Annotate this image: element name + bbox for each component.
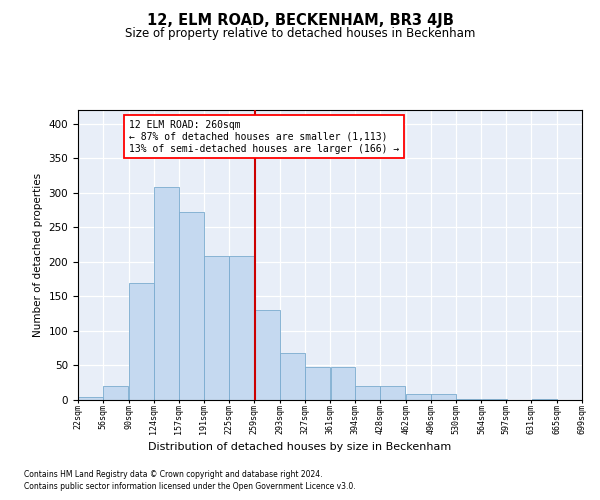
Y-axis label: Number of detached properties: Number of detached properties bbox=[33, 173, 43, 337]
Bar bbox=[582, 398, 600, 400]
Bar bbox=[532, 398, 557, 400]
Bar bbox=[355, 386, 380, 400]
Bar bbox=[78, 396, 103, 400]
Bar bbox=[103, 386, 128, 400]
Text: 12 ELM ROAD: 260sqm
← 87% of detached houses are smaller (1,113)
13% of semi-det: 12 ELM ROAD: 260sqm ← 87% of detached ho… bbox=[128, 120, 399, 154]
Text: Size of property relative to detached houses in Beckenham: Size of property relative to detached ho… bbox=[125, 28, 475, 40]
Bar bbox=[154, 188, 179, 400]
Bar bbox=[280, 353, 305, 400]
Bar bbox=[204, 256, 229, 400]
Bar bbox=[179, 212, 203, 400]
Text: Contains HM Land Registry data © Crown copyright and database right 2024.: Contains HM Land Registry data © Crown c… bbox=[24, 470, 323, 479]
Bar bbox=[457, 398, 481, 400]
Text: Distribution of detached houses by size in Beckenham: Distribution of detached houses by size … bbox=[148, 442, 452, 452]
Bar bbox=[482, 398, 506, 400]
Bar bbox=[229, 256, 254, 400]
Text: 12, ELM ROAD, BECKENHAM, BR3 4JB: 12, ELM ROAD, BECKENHAM, BR3 4JB bbox=[146, 12, 454, 28]
Bar bbox=[254, 310, 280, 400]
Bar bbox=[129, 282, 154, 400]
Bar bbox=[406, 394, 431, 400]
Bar bbox=[305, 367, 330, 400]
Bar bbox=[380, 386, 406, 400]
Text: Contains public sector information licensed under the Open Government Licence v3: Contains public sector information licen… bbox=[24, 482, 356, 491]
Bar bbox=[331, 367, 355, 400]
Bar bbox=[431, 394, 456, 400]
